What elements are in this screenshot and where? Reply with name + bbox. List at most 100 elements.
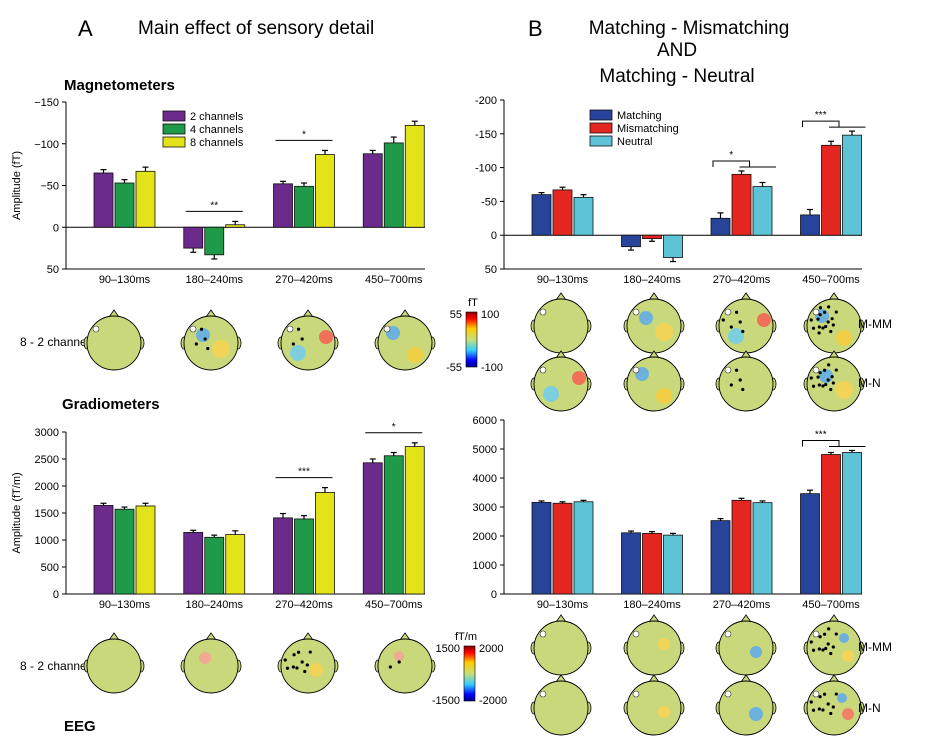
- channel-dot: [206, 346, 210, 351]
- channel-dot: [734, 368, 739, 372]
- sensor-marker: [812, 366, 820, 374]
- channel-dot: [818, 371, 822, 375]
- scalp: [183, 315, 239, 371]
- sensor-marker: [539, 308, 547, 316]
- x-tick-label: 180–240ms: [186, 274, 244, 286]
- y-tick-label: 0: [491, 589, 497, 601]
- channel-dot: [822, 632, 827, 636]
- channel-dot: [817, 325, 821, 329]
- nose: [302, 632, 314, 641]
- topography-head: [530, 614, 592, 676]
- bar: [531, 501, 552, 595]
- bar: [273, 183, 293, 228]
- channel-dot: [741, 387, 745, 392]
- colorbar-right-bottom: -100: [481, 362, 503, 374]
- channel-dot: [826, 642, 830, 646]
- channel-dot: [829, 651, 833, 656]
- x-tick-label: 450–700ms: [365, 274, 423, 286]
- channel-dot: [199, 327, 204, 331]
- colorbar-left-top: 55: [450, 309, 462, 321]
- sensor-marker: [724, 630, 732, 638]
- x-tick-label: 270–420ms: [713, 599, 771, 611]
- topography-head: [180, 632, 242, 694]
- y-tick-label: 1500: [35, 508, 59, 520]
- topography-head: [374, 309, 436, 371]
- bar: [710, 217, 731, 236]
- legend-swatch: [162, 136, 186, 148]
- topography-head: [803, 292, 865, 354]
- topography-head: [277, 309, 339, 371]
- nose: [740, 292, 752, 301]
- channel-dot: [816, 317, 820, 321]
- sensor-marker: [812, 690, 820, 698]
- nose: [828, 614, 840, 623]
- bar: [225, 534, 246, 595]
- x-tick-label: 90–130ms: [99, 274, 151, 286]
- channel-dot: [300, 660, 304, 664]
- sensor-marker: [724, 690, 732, 698]
- channel-dot: [822, 310, 827, 314]
- channel-dot: [809, 640, 813, 644]
- bar: [315, 154, 335, 228]
- topography-head: [83, 309, 145, 371]
- channel-dot: [834, 692, 838, 696]
- nose: [205, 309, 217, 318]
- channel-dot: [830, 317, 834, 321]
- scalp: [86, 315, 142, 371]
- bar: [573, 196, 594, 236]
- topography-head: [803, 674, 865, 736]
- bar: [642, 532, 662, 595]
- bar: [552, 189, 573, 236]
- bar: [531, 194, 552, 236]
- topography-head: [715, 614, 777, 676]
- bar: [663, 234, 683, 258]
- channel-dot: [738, 378, 742, 382]
- chart-magnetometers-matching: 50 0 -50 -100 -150 -200 90–130ms 180–240ms 270–4…: [475, 95, 866, 286]
- colorbar-magnetometers: fT 55 -55 100 -100: [446, 297, 503, 374]
- channel-dot: [821, 648, 825, 652]
- y-tick-label: −100: [34, 139, 59, 151]
- field-blob: [543, 386, 559, 402]
- scalp: [626, 620, 682, 676]
- field-blob: [658, 638, 670, 650]
- channel-dot: [829, 329, 833, 334]
- bar: [93, 172, 114, 228]
- field-blob: [199, 652, 211, 664]
- topography-head: [715, 350, 777, 412]
- bar: [404, 446, 425, 595]
- scalp: [718, 620, 774, 676]
- field-blob: [728, 328, 744, 344]
- field-blob: [290, 345, 306, 361]
- channel-dot: [811, 648, 816, 652]
- nose: [555, 614, 567, 623]
- panel-a-letter: A: [78, 16, 93, 41]
- colorbar-gradient: [465, 311, 478, 368]
- channel-dot: [816, 375, 820, 379]
- topo-row-label-grad: 8 - 2 channels: [20, 659, 95, 673]
- sensor-marker: [632, 366, 640, 374]
- sensor-marker: [383, 325, 391, 333]
- channel-dot: [818, 313, 822, 317]
- sensor-marker: [724, 366, 732, 374]
- bar: [135, 505, 156, 595]
- channel-dot: [388, 665, 392, 669]
- field-blob: [842, 708, 854, 720]
- legend-label: Matching: [617, 110, 662, 122]
- y-tick-label: 1000: [473, 560, 497, 572]
- channel-dot: [729, 383, 733, 387]
- sensor-marker: [724, 308, 732, 316]
- nose: [302, 309, 314, 318]
- y-axis-label: Amplitude (fT/m): [11, 472, 23, 553]
- channel-dot: [291, 342, 295, 346]
- bar: [114, 182, 135, 228]
- channel-dot: [831, 381, 835, 385]
- channel-dot: [303, 669, 307, 674]
- topography-head: [623, 614, 685, 676]
- bar: [273, 517, 293, 595]
- channel-dot: [821, 708, 825, 712]
- field-blob: [407, 347, 423, 363]
- channel-dot: [283, 658, 287, 662]
- channel-dot: [831, 705, 835, 709]
- sensor-marker: [286, 325, 294, 333]
